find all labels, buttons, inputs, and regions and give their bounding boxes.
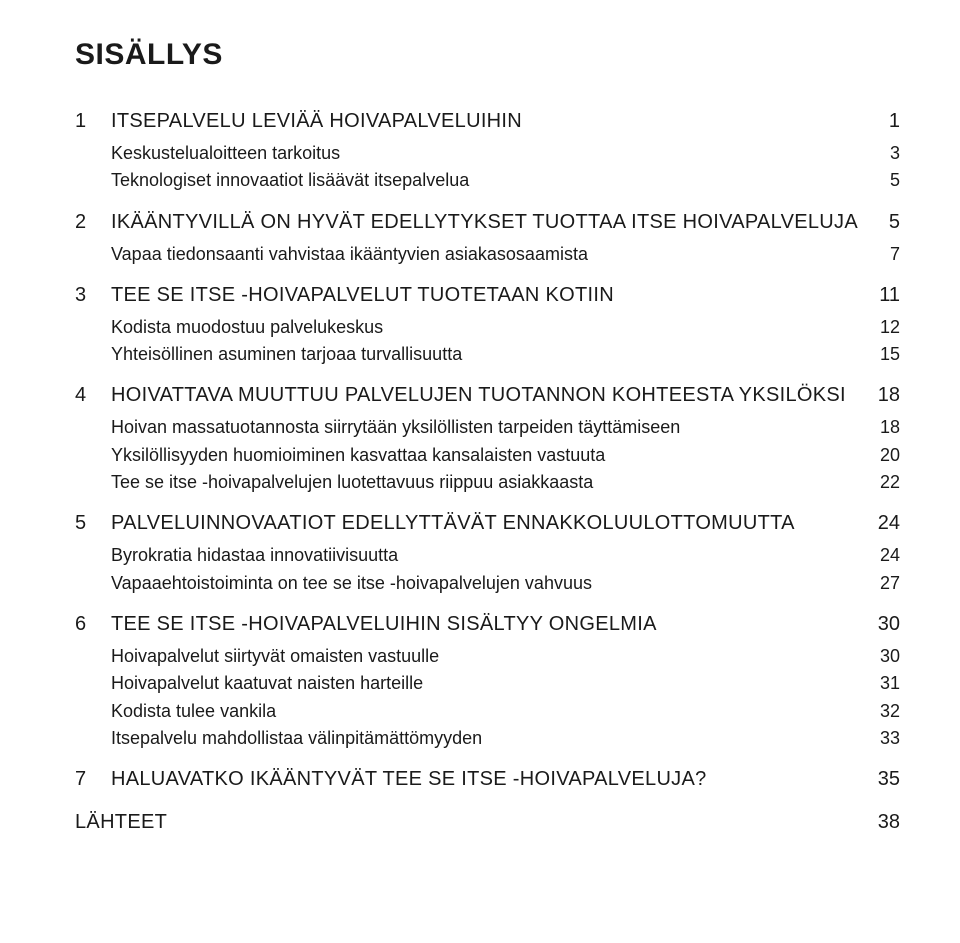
page-number: 27 (880, 571, 900, 595)
entry-label: IKÄÄNTYVILLÄ ON HYVÄT EDELLYTYKSET TUOTT… (111, 209, 858, 236)
page-number: 15 (880, 342, 900, 366)
entry-label: Kodista muodostuu palvelukeskus (111, 315, 383, 339)
toc-chapter: 5PALVELUINNOVAATIOT EDELLYTTÄVÄT ENNAKKO… (75, 510, 900, 537)
page-number: 31 (880, 671, 900, 695)
entry-label: Hoivapalvelut siirtyvät omaisten vastuul… (111, 644, 439, 668)
toc-subentry: Hoivan massatuotannosta siirrytään yksil… (75, 415, 900, 439)
page-number: 38 (878, 809, 900, 836)
entry-label: Keskustelualoitteen tarkoitus (111, 141, 340, 165)
page-number: 24 (880, 543, 900, 567)
page-number: 7 (890, 242, 900, 266)
chapter-number: 7 (75, 766, 111, 793)
entry-label: Yhteisöllinen asuminen tarjoaa turvallis… (111, 342, 462, 366)
chapter-number: 2 (75, 209, 111, 236)
toc-subentry: Kodista muodostuu palvelukeskus 12 (75, 315, 900, 339)
toc-chapter: 4HOIVATTAVA MUUTTUU PALVELUJEN TUOTANNON… (75, 382, 900, 409)
page-number: 3 (890, 141, 900, 165)
page-number: 35 (878, 766, 900, 793)
chapter-number: 4 (75, 382, 111, 409)
entry-label: ITSEPALVELU LEVIÄÄ HOIVAPALVELUIHIN (111, 108, 522, 135)
toc-chapter: 7HALUAVATKO IKÄÄNTYVÄT TEE SE ITSE -HOIV… (75, 766, 900, 793)
page-number: 30 (878, 611, 900, 638)
page-number: 18 (880, 415, 900, 439)
entry-label: Vapaa tiedonsaanti vahvistaa ikääntyvien… (111, 242, 588, 266)
page-number: 20 (880, 443, 900, 467)
entry-label: HOIVATTAVA MUUTTUU PALVELUJEN TUOTANNON … (111, 382, 846, 409)
page-number: 5 (890, 168, 900, 192)
toc-subentry: Itsepalvelu mahdollistaa välinpitämättöm… (75, 726, 900, 750)
toc-subentry: Hoivapalvelut siirtyvät omaisten vastuul… (75, 644, 900, 668)
toc-subentry: Vapaa tiedonsaanti vahvistaa ikääntyvien… (75, 242, 900, 266)
toc-chapter: 2IKÄÄNTYVILLÄ ON HYVÄT EDELLYTYKSET TUOT… (75, 209, 900, 236)
page-number: 32 (880, 699, 900, 723)
page-number: 24 (878, 510, 900, 537)
toc-references: LÄHTEET 38 (75, 809, 900, 836)
page-number: 12 (880, 315, 900, 339)
entry-label: TEE SE ITSE -HOIVAPALVELUT TUOTETAAN KOT… (111, 282, 614, 309)
entry-label: Itsepalvelu mahdollistaa välinpitämättöm… (111, 726, 482, 750)
entry-label: Teknologiset innovaatiot lisäävät itsepa… (111, 168, 469, 192)
chapter-number: 5 (75, 510, 111, 537)
toc-chapter: 1ITSEPALVELU LEVIÄÄ HOIVAPALVELUIHIN1 (75, 108, 900, 135)
toc-subentry: Vapaaehtoistoiminta on tee se itse -hoiv… (75, 571, 900, 595)
entry-label: Kodista tulee vankila (111, 699, 276, 723)
toc-chapter: 6TEE SE ITSE -HOIVAPALVELUIHIN SISÄLTYY … (75, 611, 900, 638)
page-number: 18 (878, 382, 900, 409)
toc-subentry: Yksilöllisyyden huomioiminen kasvattaa k… (75, 443, 900, 467)
page-number: 30 (880, 644, 900, 668)
entry-label: Hoivapalvelut kaatuvat naisten harteille (111, 671, 423, 695)
entry-label: HALUAVATKO IKÄÄNTYVÄT TEE SE ITSE -HOIVA… (111, 766, 707, 793)
toc-subentry: Yhteisöllinen asuminen tarjoaa turvallis… (75, 342, 900, 366)
page-number: 1 (889, 108, 900, 135)
toc-chapter: 3TEE SE ITSE -HOIVAPALVELUT TUOTETAAN KO… (75, 282, 900, 309)
page-number: 33 (880, 726, 900, 750)
page-number: 22 (880, 470, 900, 494)
toc-subentry: Byrokratia hidastaa innovatiivisuutta 24 (75, 543, 900, 567)
entry-label: Byrokratia hidastaa innovatiivisuutta (111, 543, 398, 567)
toc-subentry: Teknologiset innovaatiot lisäävät itsepa… (75, 168, 900, 192)
toc-subentry: Keskustelualoitteen tarkoitus 3 (75, 141, 900, 165)
toc-title: SISÄLLYS (75, 38, 900, 72)
entry-label: PALVELUINNOVAATIOT EDELLYTTÄVÄT ENNAKKOL… (111, 510, 795, 537)
table-of-contents: 1ITSEPALVELU LEVIÄÄ HOIVAPALVELUIHIN1Kes… (75, 108, 900, 836)
chapter-number: 3 (75, 282, 111, 309)
toc-subentry: Hoivapalvelut kaatuvat naisten harteille… (75, 671, 900, 695)
chapter-number: 1 (75, 108, 111, 135)
entry-label: Vapaaehtoistoiminta on tee se itse -hoiv… (111, 571, 592, 595)
entry-label: Tee se itse -hoivapalvelujen luotettavuu… (111, 470, 593, 494)
entry-label: TEE SE ITSE -HOIVAPALVELUIHIN SISÄLTYY O… (111, 611, 657, 638)
toc-subentry: Tee se itse -hoivapalvelujen luotettavuu… (75, 470, 900, 494)
page-number: 11 (879, 282, 900, 309)
page-number: 5 (889, 209, 900, 236)
toc-subentry: Kodista tulee vankila 32 (75, 699, 900, 723)
chapter-number: 6 (75, 611, 111, 638)
entry-label: Hoivan massatuotannosta siirrytään yksil… (111, 415, 680, 439)
entry-label: LÄHTEET (75, 809, 167, 836)
entry-label: Yksilöllisyyden huomioiminen kasvattaa k… (111, 443, 605, 467)
